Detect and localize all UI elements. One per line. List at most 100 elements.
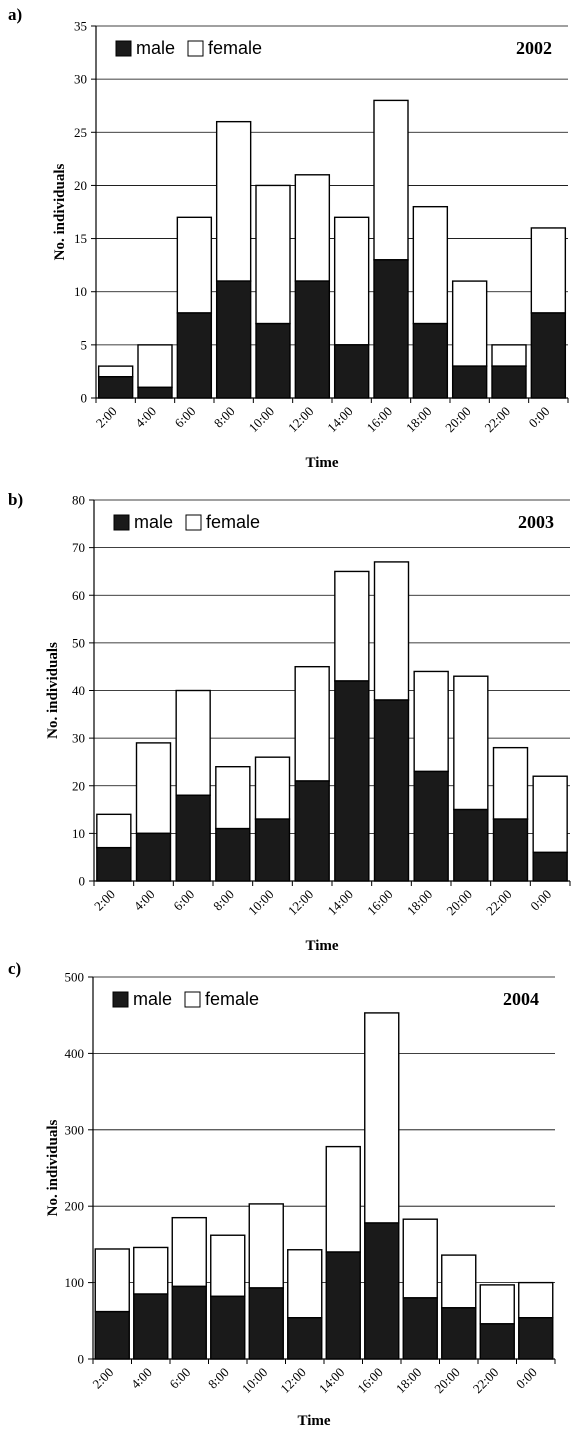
x-tick-label: 14:00: [324, 404, 356, 436]
bar-female-0:00: [518, 1281, 554, 1319]
x-tick-label: 20:00: [443, 887, 475, 919]
chart-panel-b: b) 0 10 20 30 40 50 60 70 80 2:00 4:00 6:00 8:00 10:00…: [8, 490, 571, 954]
x-tick-label: 8:00: [210, 887, 237, 914]
bar-female-16:00: [373, 561, 410, 701]
y-tick-label: 500: [65, 970, 85, 985]
bar-female-6:00: [171, 1216, 207, 1288]
x-tick-label: 16:00: [354, 1365, 386, 1397]
y-tick-label: 5: [81, 337, 88, 352]
x-tick-label: 0:00: [525, 404, 552, 431]
bar-male-8:00: [210, 1295, 246, 1360]
bar-female-4:00: [137, 344, 173, 389]
bar-male-0:00: [532, 851, 568, 882]
x-tick-label: 14:00: [324, 887, 356, 919]
x-axis-title: Time: [305, 938, 338, 954]
y-tick-label: 25: [74, 125, 87, 140]
bar-male-18:00: [402, 1297, 438, 1360]
bar-female-4:00: [133, 1246, 169, 1295]
bar-female-12:00: [294, 665, 330, 782]
panel-label: a): [8, 5, 22, 24]
bar-male-10:00: [254, 818, 291, 882]
bar-female-14:00: [334, 570, 370, 682]
bar-male-20:00: [451, 365, 488, 399]
legend-label-female: female: [208, 38, 262, 58]
bar-female-14:00: [325, 1145, 361, 1253]
x-tick-label: 22:00: [482, 404, 514, 436]
y-tick-label: 40: [72, 683, 85, 698]
bar-female-8:00: [215, 120, 252, 282]
x-tick-label: 10:00: [239, 1365, 271, 1397]
bar-male-16:00: [373, 259, 409, 399]
bar-female-18:00: [413, 670, 449, 773]
bar-male-14:00: [334, 680, 370, 882]
bar-female-6:00: [176, 216, 213, 314]
bar-female-22:00: [479, 1284, 515, 1325]
x-tick-label: 0:00: [527, 887, 554, 914]
year-label: 2004: [503, 989, 539, 1009]
bar-female-4:00: [135, 742, 172, 835]
bar-female-0:00: [530, 227, 567, 314]
bar-male-20:00: [441, 1307, 477, 1360]
legend-label-female: female: [205, 989, 259, 1009]
bar-female-18:00: [402, 1218, 438, 1299]
bar-male-16:00: [364, 1222, 400, 1360]
bar-female-12:00: [287, 1249, 323, 1319]
legend-label-male: male: [133, 989, 172, 1009]
x-tick-label: 4:00: [131, 887, 158, 914]
bar-female-2:00: [96, 813, 132, 849]
y-tick-label: 60: [72, 588, 85, 603]
y-tick-label: 200: [65, 1199, 85, 1214]
x-tick-label: 18:00: [393, 1365, 425, 1397]
x-tick-label: 16:00: [364, 887, 396, 919]
bar-male-14:00: [325, 1251, 361, 1360]
x-tick-label: 22:00: [470, 1365, 502, 1397]
y-tick-label: 10: [74, 284, 87, 299]
bar-male-0:00: [518, 1317, 554, 1360]
bar-male-10:00: [248, 1287, 284, 1360]
panel-label: b): [8, 490, 23, 509]
bar-male-12:00: [294, 780, 330, 882]
bar-male-2:00: [96, 846, 132, 882]
y-axis-title: No. individuals: [45, 1119, 61, 1216]
legend-label-male: male: [134, 512, 173, 532]
y-tick-label: 0: [81, 391, 88, 406]
bar-male-4:00: [133, 1293, 169, 1360]
bar-male-6:00: [175, 794, 211, 882]
y-tick-label: 0: [78, 1352, 85, 1367]
x-tick-label: 2:00: [93, 404, 120, 431]
x-tick-label: 18:00: [403, 404, 435, 436]
y-tick-label: 0: [79, 874, 86, 889]
x-tick-label: 6:00: [171, 404, 198, 431]
bar-male-6:00: [171, 1285, 207, 1360]
chart-panel-a: a) 0 5 10 15 20 25 30 35 2:00 4:00 6:00 8:00 10:00 12:…: [8, 5, 569, 471]
x-tick-label: 4:00: [128, 1365, 155, 1392]
x-tick-label: 14:00: [316, 1365, 348, 1397]
x-tick-label: 0:00: [513, 1365, 540, 1392]
bar-female-0:00: [532, 775, 568, 854]
bar-male-14:00: [333, 344, 370, 399]
bar-male-6:00: [176, 312, 213, 399]
x-tick-label: 8:00: [211, 404, 238, 431]
bar-female-20:00: [453, 675, 489, 811]
bar-male-10:00: [255, 322, 291, 399]
bar-female-20:00: [441, 1254, 477, 1309]
bar-male-18:00: [413, 770, 449, 882]
y-tick-label: 30: [74, 72, 87, 87]
bar-female-16:00: [373, 99, 409, 261]
x-tick-label: 6:00: [166, 1365, 193, 1392]
bar-male-20:00: [453, 808, 489, 882]
y-tick-label: 50: [72, 635, 85, 650]
x-tick-label: 8:00: [205, 1365, 232, 1392]
x-tick-label: 16:00: [364, 404, 396, 436]
y-tick-label: 20: [74, 178, 87, 193]
x-tick-label: 20:00: [431, 1365, 463, 1397]
legend-swatch-female: [187, 40, 204, 57]
y-tick-label: 400: [65, 1046, 85, 1061]
bar-female-22:00: [491, 344, 527, 367]
bar-female-6:00: [175, 689, 211, 796]
bar-female-16:00: [364, 1012, 400, 1224]
bar-male-8:00: [215, 827, 251, 882]
x-tick-label: 12:00: [285, 887, 317, 919]
x-tick-label: 18:00: [404, 887, 436, 919]
